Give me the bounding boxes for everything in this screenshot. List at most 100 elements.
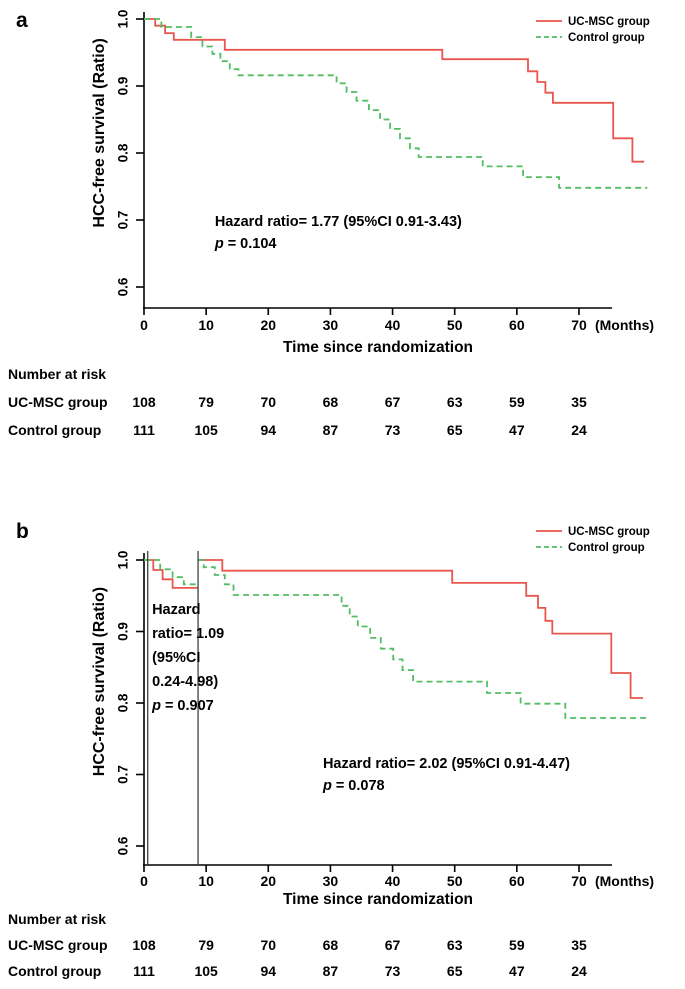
- svg-text:65: 65: [447, 422, 463, 438]
- svg-text:0.7: 0.7: [116, 765, 131, 784]
- svg-text:30: 30: [323, 317, 339, 333]
- svg-text:87: 87: [323, 422, 339, 438]
- svg-text:Control group: Control group: [568, 32, 645, 44]
- svg-text:1.0: 1.0: [116, 10, 131, 29]
- svg-text:0.6: 0.6: [116, 836, 131, 855]
- svg-text:63: 63: [447, 937, 463, 953]
- axis-titles: Time since randomization HCC-free surviva…: [91, 38, 473, 356]
- svg-text:108: 108: [132, 394, 156, 410]
- svg-text:0.24-4.98): 0.24-4.98): [152, 674, 218, 690]
- landmark-lines: [147, 551, 199, 865]
- svg-text:0.9: 0.9: [116, 622, 131, 641]
- svg-text:94: 94: [260, 963, 276, 979]
- tick-labels: 1.0 0.9 0.8 0.7 0.6 0 10 20 30 40 50 60 70 (Months): [116, 551, 655, 889]
- svg-text:50: 50: [447, 317, 463, 333]
- svg-text:0.8: 0.8: [116, 693, 131, 712]
- number-at-risk-table: Number at risk UC-MSC group 108 79 70 68 67 63 5…: [8, 366, 587, 438]
- hazard-ratio-annotation: Hazard ratio= 2.02 (95%CI 0.91-4.47) p = 0…: [322, 756, 570, 794]
- svg-text:24: 24: [571, 963, 587, 979]
- svg-text:UC-MSC group: UC-MSC group: [568, 526, 650, 538]
- panel-letter: a: [16, 9, 28, 32]
- svg-text:111: 111: [133, 422, 155, 438]
- svg-text:Hazard ratio= 1.77 (95%CI 0.91: Hazard ratio= 1.77 (95%CI 0.91-3.43): [215, 214, 462, 230]
- svg-text:Hazard ratio= 2.02 (95%CI 0.91: Hazard ratio= 2.02 (95%CI 0.91-4.47): [323, 756, 570, 772]
- svg-text:59: 59: [509, 937, 525, 953]
- svg-text:111: 111: [133, 963, 155, 979]
- svg-text:0.8: 0.8: [116, 143, 131, 162]
- svg-text:UC-MSC group: UC-MSC group: [8, 394, 108, 410]
- panel-a-chart: 1.0 0.9 0.8 0.7 0.6 0 10 20 30 40 50 60 70 (Months) Ti…: [8, 9, 655, 438]
- axes: [136, 553, 612, 872]
- svg-text:68: 68: [323, 394, 339, 410]
- panel-letter: b: [16, 520, 29, 543]
- axes: [136, 12, 612, 315]
- svg-text:10: 10: [198, 317, 214, 333]
- uc-msc-group-curve: [144, 559, 643, 699]
- svg-text:108: 108: [132, 937, 156, 953]
- svg-text:UC-MSC group: UC-MSC group: [568, 16, 650, 28]
- svg-text:47: 47: [509, 422, 525, 438]
- svg-text:(Months): (Months): [595, 317, 654, 333]
- uc-msc-group-curve: [144, 18, 645, 163]
- svg-text:94: 94: [260, 422, 276, 438]
- svg-text:60: 60: [509, 317, 525, 333]
- legend: UC-MSC group Control group: [536, 16, 650, 44]
- svg-text:67: 67: [385, 394, 401, 410]
- svg-text:p= 0.104: p = 0.104: [214, 236, 277, 252]
- svg-text:b: b: [16, 520, 29, 543]
- svg-text:24: 24: [571, 422, 587, 438]
- svg-text:0: 0: [140, 873, 148, 889]
- svg-text:HCC-free survival (Ratio): HCC-free survival (Ratio): [91, 587, 108, 776]
- panel-b: 1.0 0.9 0.8 0.7 0.6 0 10 20 30 40 50 60 70 (Months) Ti…: [0, 460, 685, 989]
- hazard-ratio-annotation: Hazard ratio= 1.09 (95%CI 0.24-4.98) p = 0.90…: [151, 602, 224, 714]
- svg-text:a: a: [16, 9, 28, 32]
- svg-text:87: 87: [323, 963, 339, 979]
- svg-text:73: 73: [385, 422, 401, 438]
- svg-text:(95%CI: (95%CI: [152, 650, 200, 666]
- svg-text:0.7: 0.7: [116, 211, 131, 230]
- hazard-ratio-annotation: Hazard ratio= 1.77 (95%CI 0.91-3.43) p = 0…: [214, 214, 462, 252]
- svg-text:30: 30: [323, 873, 339, 889]
- svg-text:65: 65: [447, 963, 463, 979]
- panel-a: 1.0 0.9 0.8 0.7 0.6 0 10 20 30 40 50 60 70 (Months) Ti…: [0, 0, 685, 460]
- axis-titles: Time since randomization HCC-free surviva…: [91, 587, 473, 908]
- svg-text:HCC-free survival (Ratio): HCC-free survival (Ratio): [91, 38, 108, 227]
- svg-text:70: 70: [260, 394, 276, 410]
- svg-text:p= 0.078: p = 0.078: [322, 778, 385, 794]
- svg-text:0.6: 0.6: [116, 277, 131, 296]
- svg-text:UC-MSC group: UC-MSC group: [8, 937, 108, 953]
- svg-text:Control group: Control group: [8, 963, 101, 979]
- svg-text:Control group: Control group: [568, 542, 645, 554]
- svg-text:p= 0.907: p = 0.907: [151, 698, 214, 714]
- svg-text:59: 59: [509, 394, 525, 410]
- legend: UC-MSC group Control group: [536, 526, 650, 554]
- svg-text:1.0: 1.0: [116, 551, 131, 570]
- svg-text:20: 20: [260, 873, 276, 889]
- svg-text:0: 0: [140, 317, 148, 333]
- svg-text:20: 20: [260, 317, 276, 333]
- tick-labels: 1.0 0.9 0.8 0.7 0.6 0 10 20 30 40 50 60 70 (Months): [116, 10, 655, 333]
- svg-text:50: 50: [447, 873, 463, 889]
- svg-text:(Months): (Months): [595, 873, 654, 889]
- svg-text:ratio= 1.09: ratio= 1.09: [152, 626, 224, 642]
- svg-text:35: 35: [571, 937, 587, 953]
- svg-text:70: 70: [571, 317, 587, 333]
- svg-text:Control group: Control group: [8, 422, 101, 438]
- svg-text:68: 68: [323, 937, 339, 953]
- svg-text:67: 67: [385, 937, 401, 953]
- svg-text:47: 47: [509, 963, 525, 979]
- panel-b-chart: 1.0 0.9 0.8 0.7 0.6 0 10 20 30 40 50 60 70 (Months) Ti…: [8, 520, 655, 979]
- svg-text:40: 40: [385, 317, 401, 333]
- svg-text:63: 63: [447, 394, 463, 410]
- svg-text:Number at risk: Number at risk: [8, 366, 106, 382]
- svg-text:73: 73: [385, 963, 401, 979]
- svg-text:40: 40: [385, 873, 401, 889]
- svg-text:Time since randomization: Time since randomization: [283, 891, 473, 908]
- svg-text:0.9: 0.9: [116, 77, 131, 96]
- control-group-curve: [144, 18, 648, 189]
- svg-text:60: 60: [509, 873, 525, 889]
- svg-text:10: 10: [198, 873, 214, 889]
- svg-text:79: 79: [198, 394, 214, 410]
- svg-text:70: 70: [260, 937, 276, 953]
